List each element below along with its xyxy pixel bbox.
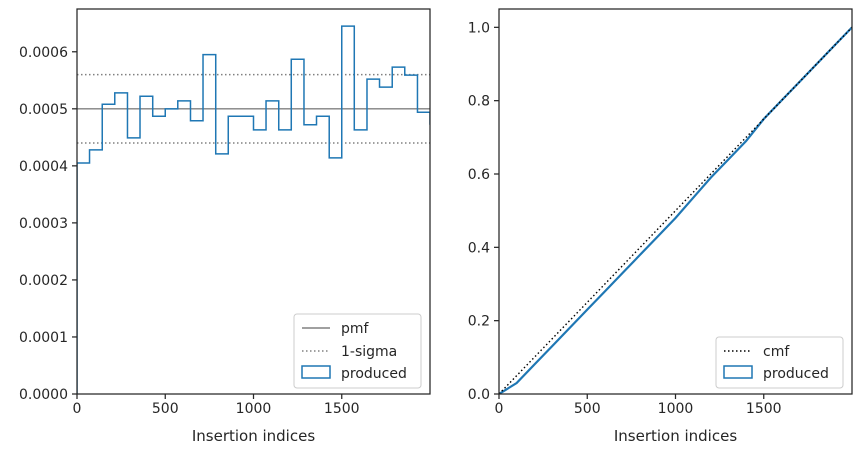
y-tick-label: 0.0000	[19, 387, 68, 403]
right-panel-cmf: 0 500 1000 1500 0.0 0.2 0.4 0.6 0.8 1.0 Insertion …	[468, 8, 853, 445]
x-tick-label: 1000	[658, 401, 694, 417]
x-tick-label: 1500	[324, 401, 360, 417]
legend-produced-swatch	[301, 365, 331, 379]
x-tick-label: 500	[152, 401, 179, 417]
x-tick-label: 1000	[236, 401, 272, 417]
y-tick-label: 0.0001	[19, 330, 68, 346]
x-tick-label: 0	[73, 401, 82, 417]
x-axis-label: Insertion indices	[614, 427, 737, 445]
y-tick-label: 0.0	[468, 387, 490, 403]
legend-produced-swatch	[723, 365, 753, 379]
produced-step-histogram	[77, 25, 430, 394]
y-tick-label: 0.0003	[19, 216, 68, 232]
legend-cmf-label: cmf	[763, 344, 790, 360]
axes-frame	[498, 8, 853, 395]
y-tick-label: 1.0	[468, 20, 490, 36]
x-tick-label: 1500	[746, 401, 782, 417]
y-tick-label: 0.0004	[19, 159, 68, 175]
plot-area	[499, 26, 852, 394]
x-tick-label: 500	[574, 401, 601, 417]
y-tick-label: 0.8	[468, 94, 490, 110]
y-tick-label: 0.6	[468, 167, 490, 183]
y-tick-label: 0.0006	[19, 45, 68, 61]
legend-pmf-label: pmf	[341, 321, 370, 337]
y-tick-label: 0.0005	[19, 102, 68, 118]
x-axis-label: Insertion indices	[192, 427, 315, 445]
cmf-line	[499, 26, 852, 394]
legend-produced-label: produced	[341, 366, 407, 382]
legend-produced-label: produced	[763, 366, 829, 382]
y-tick-label: 0.4	[468, 240, 490, 256]
legend-sigma-label: 1-sigma	[341, 344, 397, 360]
y-tick-label: 0.2	[468, 314, 490, 330]
legend-box	[293, 313, 422, 389]
legend-box	[715, 336, 844, 389]
x-tick-label: 0	[495, 401, 504, 417]
left-panel-pmf: 0 500 1000 1500 0.0000 0.0001 0.0002 0.0003 0.00…	[19, 8, 431, 445]
plot-area	[77, 25, 430, 394]
y-tick-label: 0.0002	[19, 273, 68, 289]
